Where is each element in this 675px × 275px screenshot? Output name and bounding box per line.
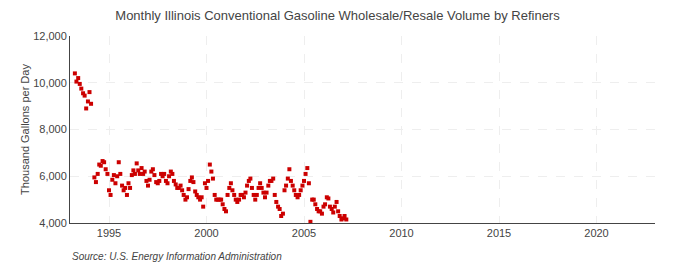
svg-text:10,000: 10,000 bbox=[33, 77, 67, 89]
svg-text:8,000: 8,000 bbox=[39, 123, 67, 135]
svg-text:Monthly Illinois Conventional: Monthly Illinois Conventional Gasoline W… bbox=[115, 8, 560, 23]
svg-text:Source: U.S. Energy Informatio: Source: U.S. Energy Information Administ… bbox=[72, 251, 282, 262]
svg-text:Thousand Gallons per Day: Thousand Gallons per Day bbox=[19, 64, 31, 195]
svg-text:2000: 2000 bbox=[194, 227, 218, 239]
svg-text:4,000: 4,000 bbox=[39, 217, 67, 229]
svg-text:2010: 2010 bbox=[389, 227, 413, 239]
svg-text:6,000: 6,000 bbox=[39, 170, 67, 182]
svg-text:2020: 2020 bbox=[584, 227, 608, 239]
svg-text:12,000: 12,000 bbox=[33, 30, 67, 42]
svg-text:2015: 2015 bbox=[487, 227, 511, 239]
svg-text:2005: 2005 bbox=[292, 227, 316, 239]
svg-text:1995: 1995 bbox=[97, 227, 121, 239]
